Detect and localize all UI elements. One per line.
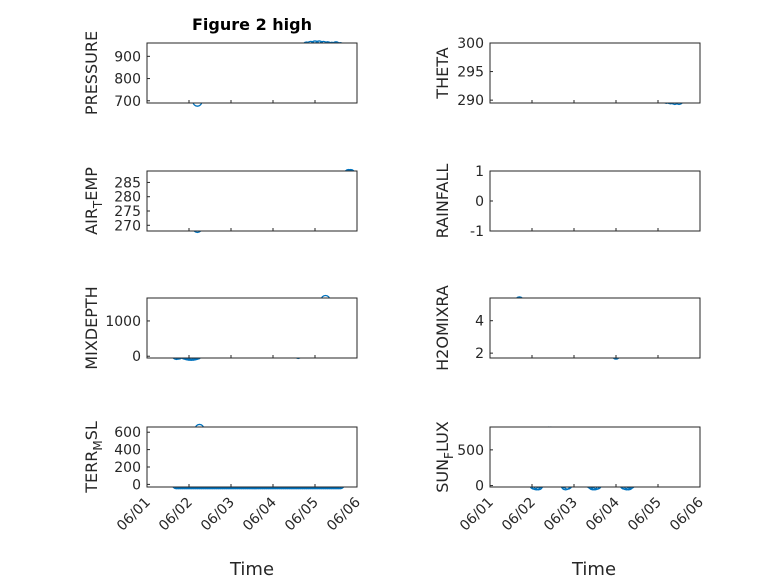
x-tick-label: 06/02	[499, 495, 539, 535]
panel-theta: 290 295 300 THETA	[433, 36, 701, 109]
y-tick-label: 4	[475, 314, 484, 330]
x-axis-label-left: Time	[229, 559, 274, 580]
y-tick-label: 400	[114, 443, 141, 459]
y-tick-label: 200	[114, 460, 141, 476]
y-tick-label: 2	[475, 346, 484, 362]
panel-rainfall: -1 0 1 RAINFALL	[433, 164, 701, 240]
y-axis-label-air: AIRTEMP	[82, 167, 105, 235]
x-tick-label: 06/06	[324, 494, 364, 534]
x-tick-label: 06/01	[114, 495, 154, 535]
x-tick-label: 06/03	[541, 495, 581, 535]
x-tick-label: 06/03	[198, 495, 238, 535]
panel-sun: 0 500 06/01 06/02 06/03 06/04 06/05 06/06 SUNFLU…	[433, 421, 707, 534]
axes-frame	[146, 426, 358, 488]
panel-pressure: 700 800 900 PRESSURE	[82, 31, 358, 115]
axes-frame	[489, 426, 701, 488]
y-tick-label: 0	[132, 477, 141, 493]
y-axis-label-h2omixra: H2OMIXRA	[433, 285, 452, 371]
x-tick-label: 06/02	[156, 495, 196, 535]
y-tick-label: -1	[470, 224, 484, 240]
y-axis-label-sun: SUNFLUX	[433, 421, 456, 493]
x-tick-label: 06/05	[282, 495, 322, 535]
y-tick-label: 600	[114, 425, 141, 441]
y-tick-label: 280	[114, 190, 141, 206]
y-axis-label-theta: THETA	[433, 47, 452, 99]
x-tick-label: 06/01	[457, 495, 497, 535]
y-tick-label: 700	[114, 94, 141, 110]
y-tick-label: 290	[457, 93, 484, 109]
x-tick-label: 06/04	[583, 494, 623, 534]
y-tick-label: 1000	[105, 314, 141, 330]
y-axis-label-rainfall: RAINFALL	[433, 164, 452, 239]
x-tick-label: 06/06	[667, 494, 707, 534]
y-axis-label-terr: TERRMSL	[82, 421, 105, 494]
axes-frame	[489, 42, 701, 104]
y-tick-label: 500	[457, 443, 484, 459]
y-axis-label-pressure: PRESSURE	[82, 31, 101, 115]
y-tick-label: 270	[114, 218, 141, 234]
y-tick-label: 0	[132, 349, 141, 365]
x-tick-label: 06/05	[625, 495, 665, 535]
x-axis-label-right: Time	[571, 559, 616, 580]
panel-h2omixra: 2 4 H2OMIXRA	[433, 285, 701, 371]
axes-frame	[146, 42, 358, 104]
y-tick-label: 275	[114, 204, 141, 220]
y-tick-label: 300	[457, 36, 484, 52]
axes-frame	[489, 170, 701, 232]
axes-frame	[146, 170, 358, 232]
y-tick-label: 800	[114, 72, 141, 88]
y-tick-label: 900	[114, 49, 141, 65]
figure-title: Figure 2 high	[192, 15, 312, 34]
axes-frame	[489, 297, 701, 359]
y-tick-label: 0	[475, 479, 484, 495]
y-tick-label: 285	[114, 175, 141, 191]
y-tick-label: 1	[475, 164, 484, 180]
y-tick-label: 0	[475, 194, 484, 210]
y-tick-label: 295	[457, 65, 484, 81]
y-axis-label-mixdepth: MIXDEPTH	[82, 286, 101, 369]
axes-frame	[146, 297, 358, 359]
x-tick-label: 06/04	[240, 494, 280, 534]
